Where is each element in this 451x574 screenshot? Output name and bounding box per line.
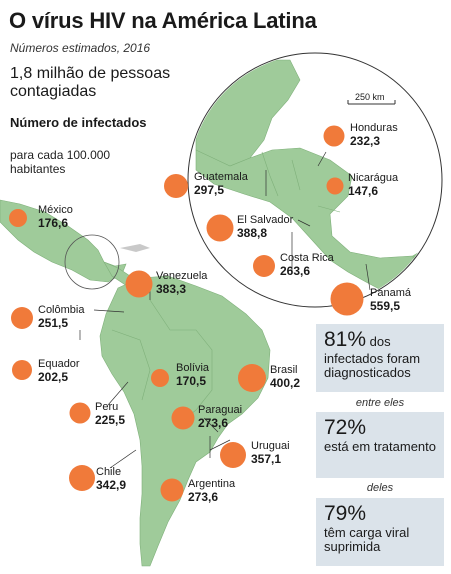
bubble-brasil — [238, 364, 266, 392]
legend-heading: Número de infectados — [10, 115, 147, 130]
label-chile: Chile 342,9 — [96, 466, 127, 492]
stat-pct: 79% — [324, 502, 367, 525]
stat-text: está em tratamento — [324, 439, 436, 454]
label-nicaragua: Nicarágua 147,6 — [348, 172, 399, 198]
bubble-panama — [330, 282, 364, 316]
bubble-guatemala — [164, 174, 188, 198]
label-honduras: Honduras 232,3 — [350, 122, 398, 148]
label-elsalvador: El Salvador 388,8 — [237, 214, 294, 240]
stat-text: dos infectados foram diagnosticados — [324, 334, 421, 380]
label-guatemala: Guatemala 297,5 — [194, 171, 248, 197]
bubble-honduras — [323, 125, 345, 147]
label-peru: Peru 225,5 — [95, 401, 126, 427]
subtitle: Números estimados, 2016 — [10, 41, 151, 55]
label-costarica: Costa Rica 263,6 — [280, 252, 334, 278]
zoom-indicator-circle — [64, 234, 120, 290]
stat-box-diagnosed: 81% dos infectados foram diagnosticados — [316, 324, 444, 392]
label-mexico: México 176,6 — [38, 204, 73, 230]
bubble-bolivia — [151, 369, 169, 387]
stat-connector: deles — [366, 482, 394, 494]
bubble-nicaragua — [326, 177, 344, 195]
leader-lines — [79, 151, 371, 469]
bubble-elsalvador — [206, 214, 234, 242]
bubbles — [9, 125, 364, 502]
bubble-costarica — [253, 255, 275, 277]
label-panama: Panamá 559,5 — [370, 287, 411, 313]
stat-box-suppressed: 79% têm carga viral suprimida — [316, 498, 444, 566]
stat-pct: 81% — [324, 328, 367, 351]
stat-text: têm carga viral suprimida — [324, 525, 410, 554]
bubble-venezuela — [125, 270, 153, 298]
scale-label: 250 km — [355, 92, 385, 102]
bubble-equador — [12, 360, 32, 380]
label-venezuela: Venezuela 383,3 — [156, 270, 208, 296]
stat-box-treatment: 72% está em tratamento — [316, 412, 444, 478]
bubble-peru — [69, 402, 91, 424]
page-title: O vírus HIV na América Latina — [9, 8, 317, 33]
label-argentina: Argentina 273,6 — [188, 478, 236, 504]
bubble-paraguai — [171, 406, 195, 430]
label-brasil: Brasil 400,2 — [270, 364, 301, 390]
label-bolivia: Bolívia 170,5 — [176, 362, 210, 388]
label-uruguai: Uruguai 357,1 — [251, 440, 290, 466]
label-colombia: Colômbia 251,5 — [38, 304, 85, 330]
bubble-uruguai — [220, 442, 246, 468]
bubble-colombia — [11, 307, 33, 329]
total-infected: 1,8 milhão de pessoas contagiadas — [10, 65, 171, 100]
stat-connector: entre eles — [355, 397, 405, 409]
bubble-chile — [69, 465, 95, 491]
label-paraguai: Paraguai 273,6 — [198, 404, 243, 430]
label-equador: Equador 202,5 — [38, 358, 80, 384]
land-caribbean — [120, 244, 150, 252]
bubble-argentina — [160, 478, 184, 502]
legend-subheading: para cada 100.000 habitantes — [10, 148, 111, 176]
stat-pct: 72% — [324, 416, 367, 439]
bubble-mexico — [9, 209, 27, 227]
